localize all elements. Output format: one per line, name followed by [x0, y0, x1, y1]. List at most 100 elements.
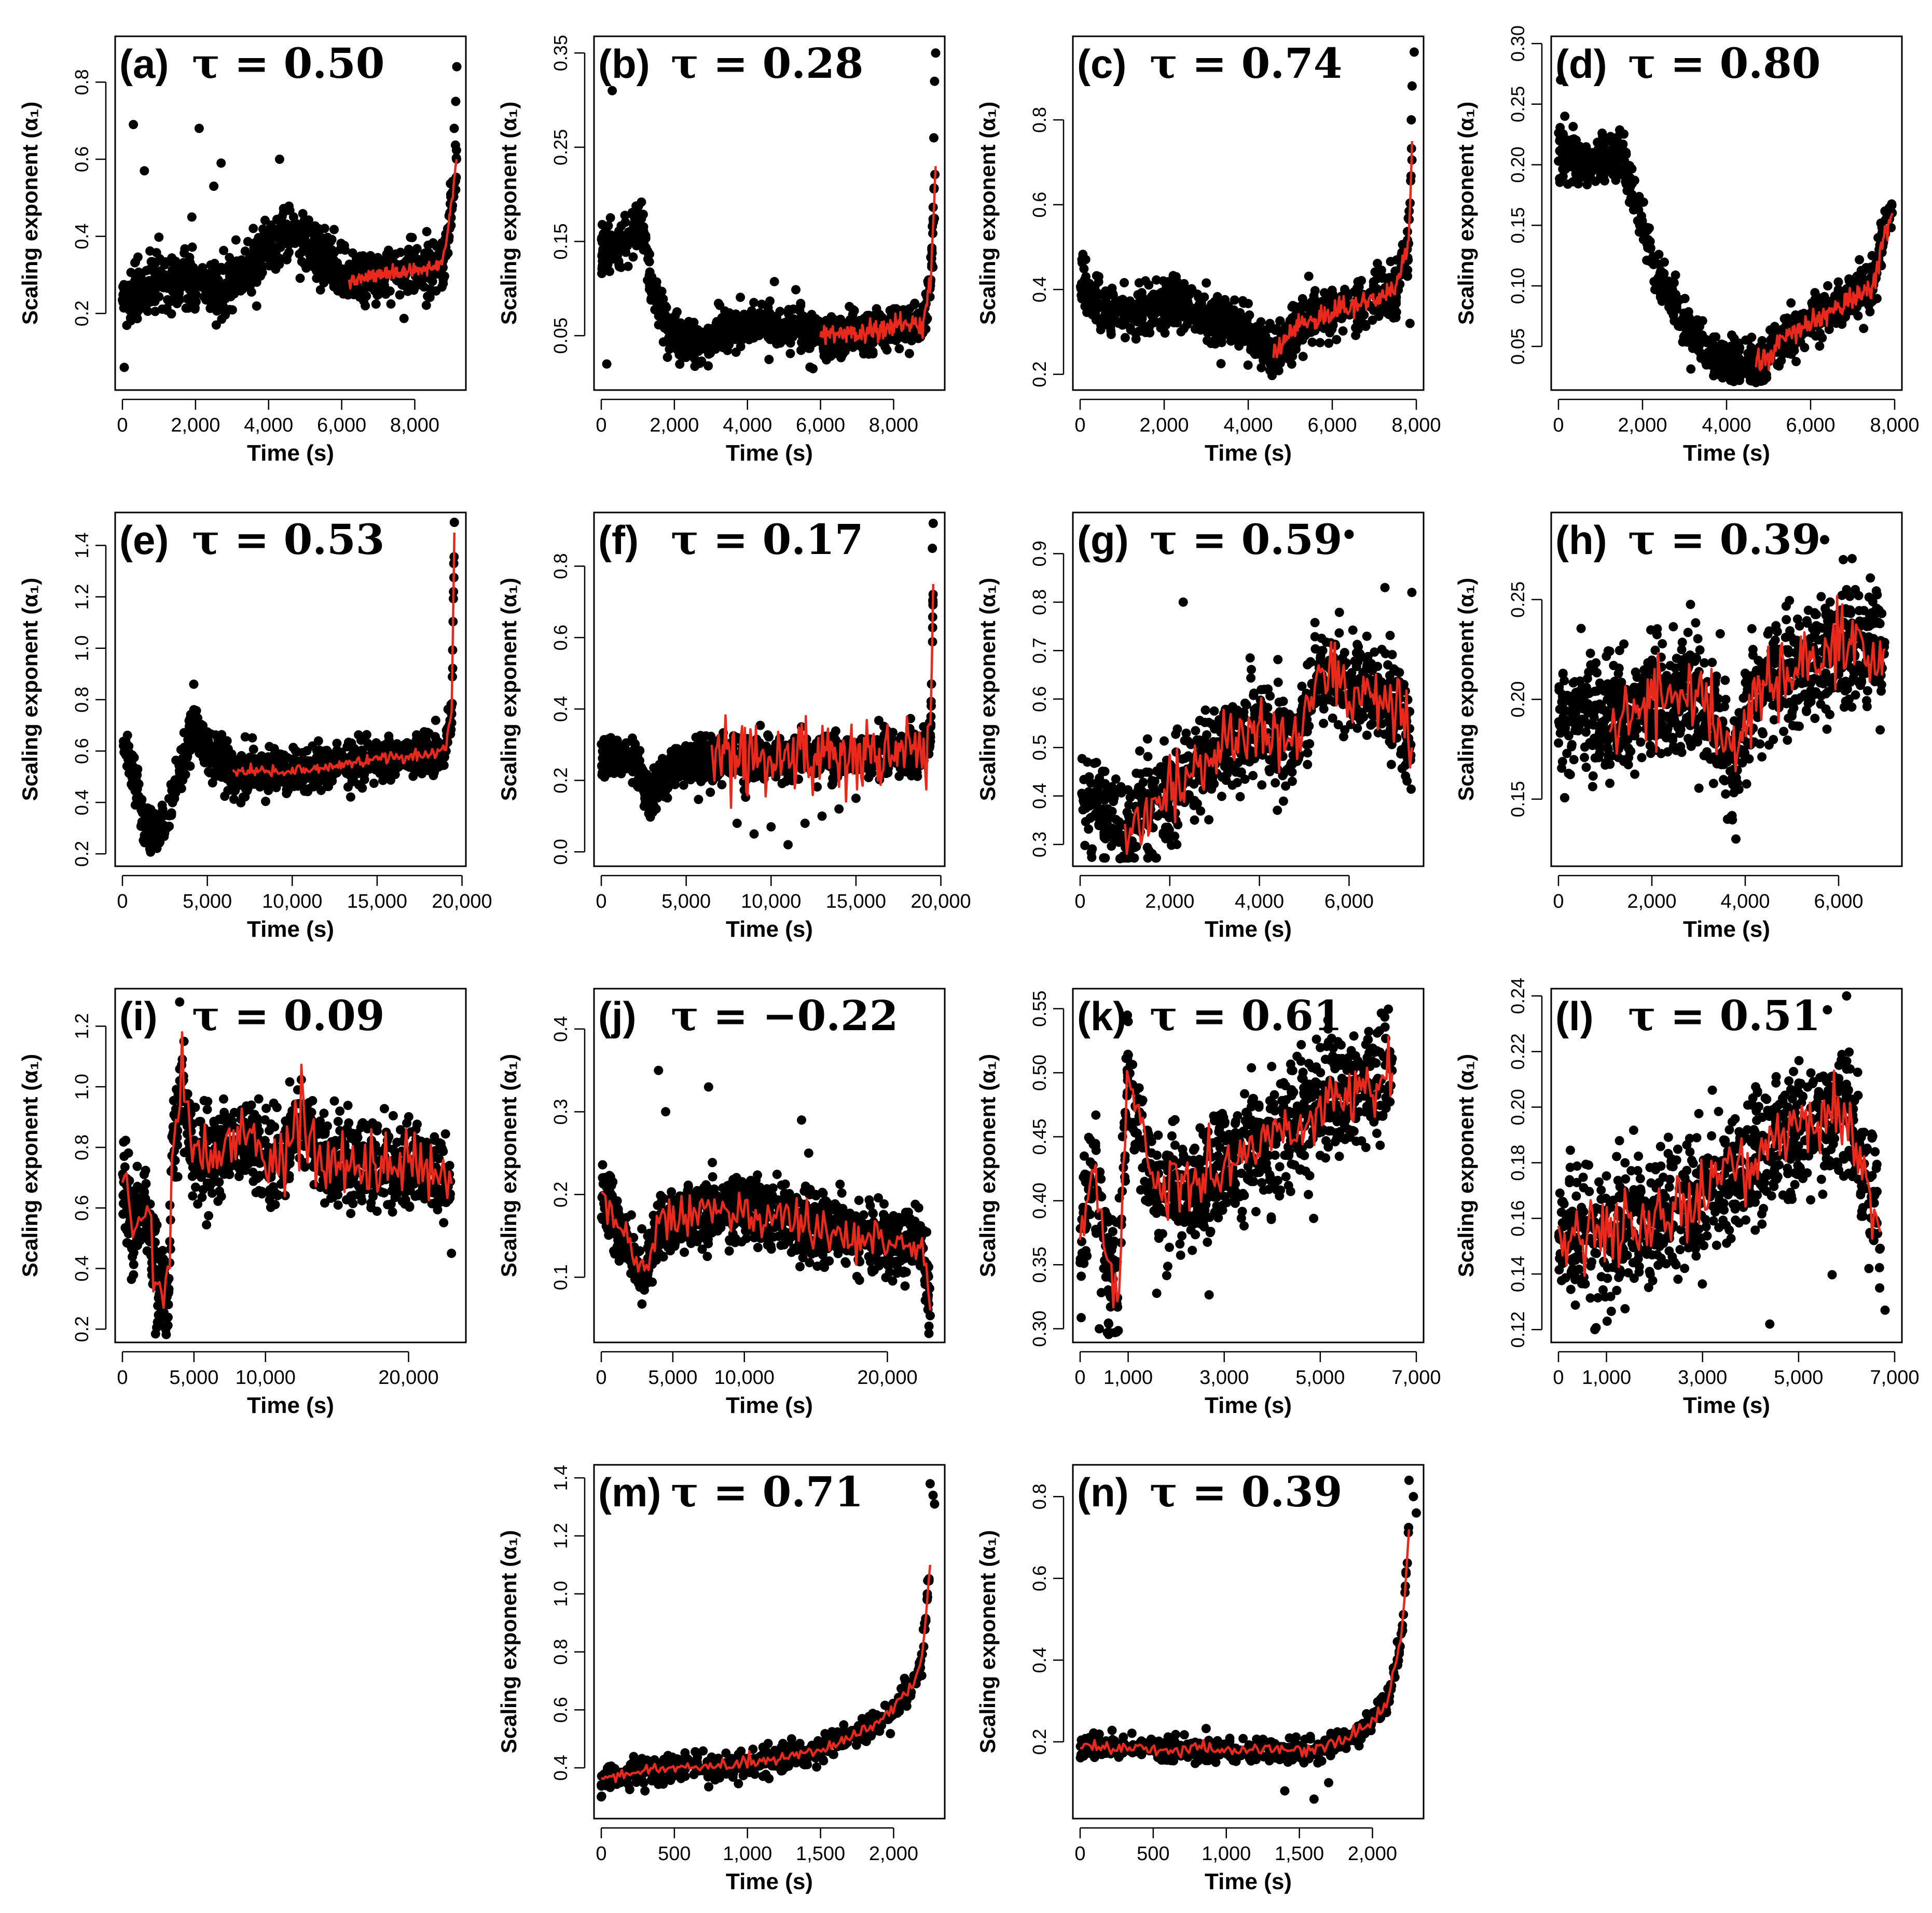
data-point [747, 310, 756, 320]
data-point [731, 348, 741, 357]
data-point [1354, 282, 1364, 292]
data-point [1130, 328, 1140, 338]
data-point [404, 279, 413, 289]
data-point [785, 349, 795, 358]
data-point [251, 247, 261, 257]
data-point [209, 273, 219, 283]
data-point [431, 286, 441, 296]
data-point [1569, 134, 1579, 144]
data-point [305, 251, 315, 260]
y-tick-label: 0.2 [71, 300, 92, 326]
data-point [1177, 298, 1186, 308]
data-point [175, 773, 185, 783]
x-tick-label: 2,000 [1618, 414, 1667, 436]
data-point [1351, 323, 1360, 332]
data-point [132, 296, 142, 306]
data-point [157, 273, 167, 283]
y-tick-label: 1.4 [71, 533, 92, 559]
y-tick-label: 0.4 [71, 224, 92, 249]
data-point [399, 313, 409, 323]
data-point [1773, 361, 1783, 370]
x-tick-label: 8,000 [1870, 414, 1919, 436]
data-point [249, 255, 259, 264]
data-point [173, 280, 183, 289]
y-axis-title: Scaling exponent (α₁) [496, 102, 521, 325]
x-tick-label: 4,000 [1702, 414, 1751, 436]
data-point [791, 285, 801, 295]
data-point [190, 727, 200, 737]
y-tick-label: 1.2 [71, 584, 92, 610]
data-point [424, 248, 434, 258]
data-point [1196, 298, 1206, 308]
x-tick-label: 6,000 [317, 414, 366, 436]
data-point [645, 280, 655, 289]
data-point [301, 263, 311, 273]
x-tick-label: 8,000 [1391, 414, 1441, 436]
data-point [836, 314, 846, 324]
data-point [1555, 134, 1565, 144]
data-point [125, 758, 135, 768]
data-point [1168, 310, 1178, 320]
data-point [143, 831, 153, 841]
data-point [1212, 292, 1222, 301]
data-point [422, 227, 432, 237]
data-point [258, 780, 268, 789]
data-point [332, 745, 342, 755]
data-point [629, 229, 639, 238]
data-point [179, 268, 189, 278]
data-point [644, 257, 654, 267]
data-point [232, 256, 242, 266]
x-tick-label: 10,000 [262, 891, 322, 912]
data-point [1625, 161, 1635, 171]
data-point [210, 289, 219, 299]
data-point [249, 224, 258, 233]
data-point [194, 123, 204, 133]
y-tick-label: 0.05 [1507, 328, 1528, 365]
data-point [1745, 376, 1755, 385]
scatter-points [118, 62, 462, 372]
data-point [1267, 371, 1277, 380]
data-point [759, 309, 769, 319]
data-point [436, 243, 446, 253]
y-axis: 0.050.100.150.200.250.30 [1507, 25, 1543, 365]
data-point [1251, 325, 1261, 335]
data-point [1079, 292, 1088, 301]
data-point [1692, 315, 1702, 325]
data-point [296, 220, 306, 229]
data-point [894, 344, 904, 354]
data-point [152, 267, 162, 276]
y-tick-label: 0.30 [1507, 25, 1528, 62]
data-point [1128, 314, 1138, 324]
data-point [665, 329, 675, 339]
data-point [438, 274, 448, 284]
data-point [1402, 227, 1412, 237]
data-point [431, 715, 440, 725]
data-point [424, 729, 434, 738]
data-point [597, 220, 607, 229]
data-point [1168, 271, 1178, 281]
y-axis: 0.20.40.60.81.01.21.4 [71, 533, 107, 867]
x-axis: 0 2,000 4,000 6,000 8,000 [1074, 398, 1441, 436]
tau-value: τ = 0.53 [192, 515, 384, 564]
data-point [1786, 298, 1796, 308]
data-point [183, 277, 192, 287]
data-point [405, 253, 415, 262]
data-point [1770, 322, 1779, 331]
data-point [1403, 265, 1413, 275]
data-point [1588, 149, 1597, 159]
data-point [298, 209, 308, 218]
data-point [1120, 333, 1130, 342]
data-point [119, 741, 128, 751]
data-point [653, 304, 663, 314]
data-point [822, 355, 831, 365]
data-point [425, 293, 435, 302]
data-point [238, 792, 248, 802]
data-point [1117, 298, 1127, 308]
data-point [217, 314, 227, 324]
data-point [218, 266, 228, 275]
data-point [1167, 291, 1177, 301]
data-point [1258, 338, 1268, 348]
data-point [280, 219, 290, 229]
